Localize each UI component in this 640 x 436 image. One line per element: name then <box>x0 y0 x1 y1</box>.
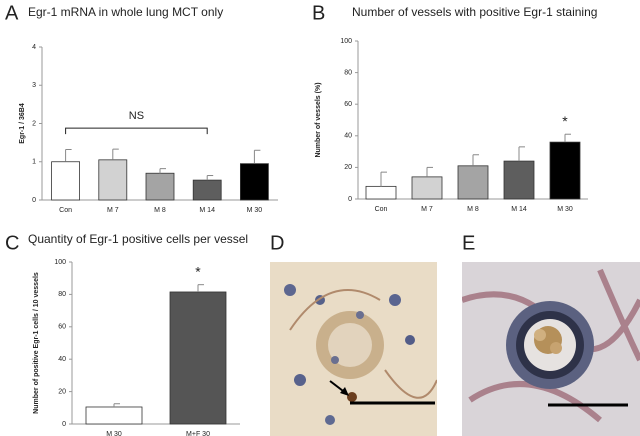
x-tick-label: Con <box>59 207 72 214</box>
bar <box>145 172 175 201</box>
x-tick-label: M 14 <box>199 207 215 214</box>
x-tick-label: M 30 <box>247 207 263 214</box>
bar <box>365 185 397 200</box>
y-tick-label: 100 <box>340 38 352 45</box>
y-tick-label: 0 <box>62 421 66 428</box>
y-tick-label: 60 <box>344 101 352 108</box>
bar <box>51 161 80 201</box>
annotation: * <box>562 113 568 129</box>
bar <box>169 291 227 425</box>
micrograph-e <box>462 262 640 436</box>
bar <box>239 163 269 201</box>
y-axis-label: Egr-1 / 36B4 <box>19 103 26 144</box>
arrow-head <box>340 387 349 396</box>
chart-title: Egr-1 mRNA in whole lung MCT only <box>28 5 223 19</box>
y-tick-label: 1 <box>32 159 36 166</box>
x-tick-label: M 8 <box>154 207 166 214</box>
bracket <box>65 127 208 135</box>
chart-title: Number of vessels with positive Egr-1 st… <box>352 5 597 19</box>
y-axis-label: Number of positive Egr-1 cells / 10 vess… <box>33 272 40 414</box>
y-tick-label: 2 <box>32 120 36 127</box>
y-tick-label: 80 <box>344 69 352 76</box>
x-tick-label: Con <box>375 206 388 213</box>
x-tick-label: M 30 <box>106 431 122 436</box>
y-tick-label: 20 <box>58 388 66 395</box>
x-tick-label: M 14 <box>511 206 527 213</box>
y-tick-label: 0 <box>32 197 36 204</box>
x-tick-label: M+F 30 <box>186 431 210 436</box>
annotation: NS <box>129 110 144 122</box>
panel-letter: D <box>270 232 284 254</box>
panel-letter: B <box>312 2 325 24</box>
micrograph-d <box>270 262 437 436</box>
panel-letter: E <box>462 232 475 254</box>
bar <box>192 179 222 201</box>
y-tick-label: 4 <box>32 44 36 51</box>
y-tick-label: 3 <box>32 82 36 89</box>
bar <box>85 406 143 425</box>
y-tick-label: 80 <box>58 291 66 298</box>
bar <box>98 159 128 201</box>
bar <box>549 141 581 200</box>
y-tick-label: 100 <box>54 259 66 266</box>
bar <box>457 165 489 200</box>
y-tick-label: 40 <box>344 133 352 140</box>
x-tick-label: M 7 <box>421 206 433 213</box>
x-tick-label: M 30 <box>557 206 573 213</box>
chart-title: Quantity of Egr-1 positive cells per ves… <box>28 232 248 246</box>
annotation: * <box>195 263 201 279</box>
x-tick-label: M 8 <box>467 206 479 213</box>
y-tick-label: 60 <box>58 324 66 331</box>
bar <box>411 176 443 200</box>
y-tick-label: 0 <box>348 196 352 203</box>
x-tick-label: M 7 <box>107 207 119 214</box>
panel-letter: C <box>5 232 19 254</box>
y-tick-label: 20 <box>344 164 352 171</box>
bar <box>503 160 535 200</box>
panel-letter: A <box>5 2 19 24</box>
y-tick-label: 40 <box>58 356 66 363</box>
y-axis-label: Number of vessels (%) <box>315 82 322 157</box>
